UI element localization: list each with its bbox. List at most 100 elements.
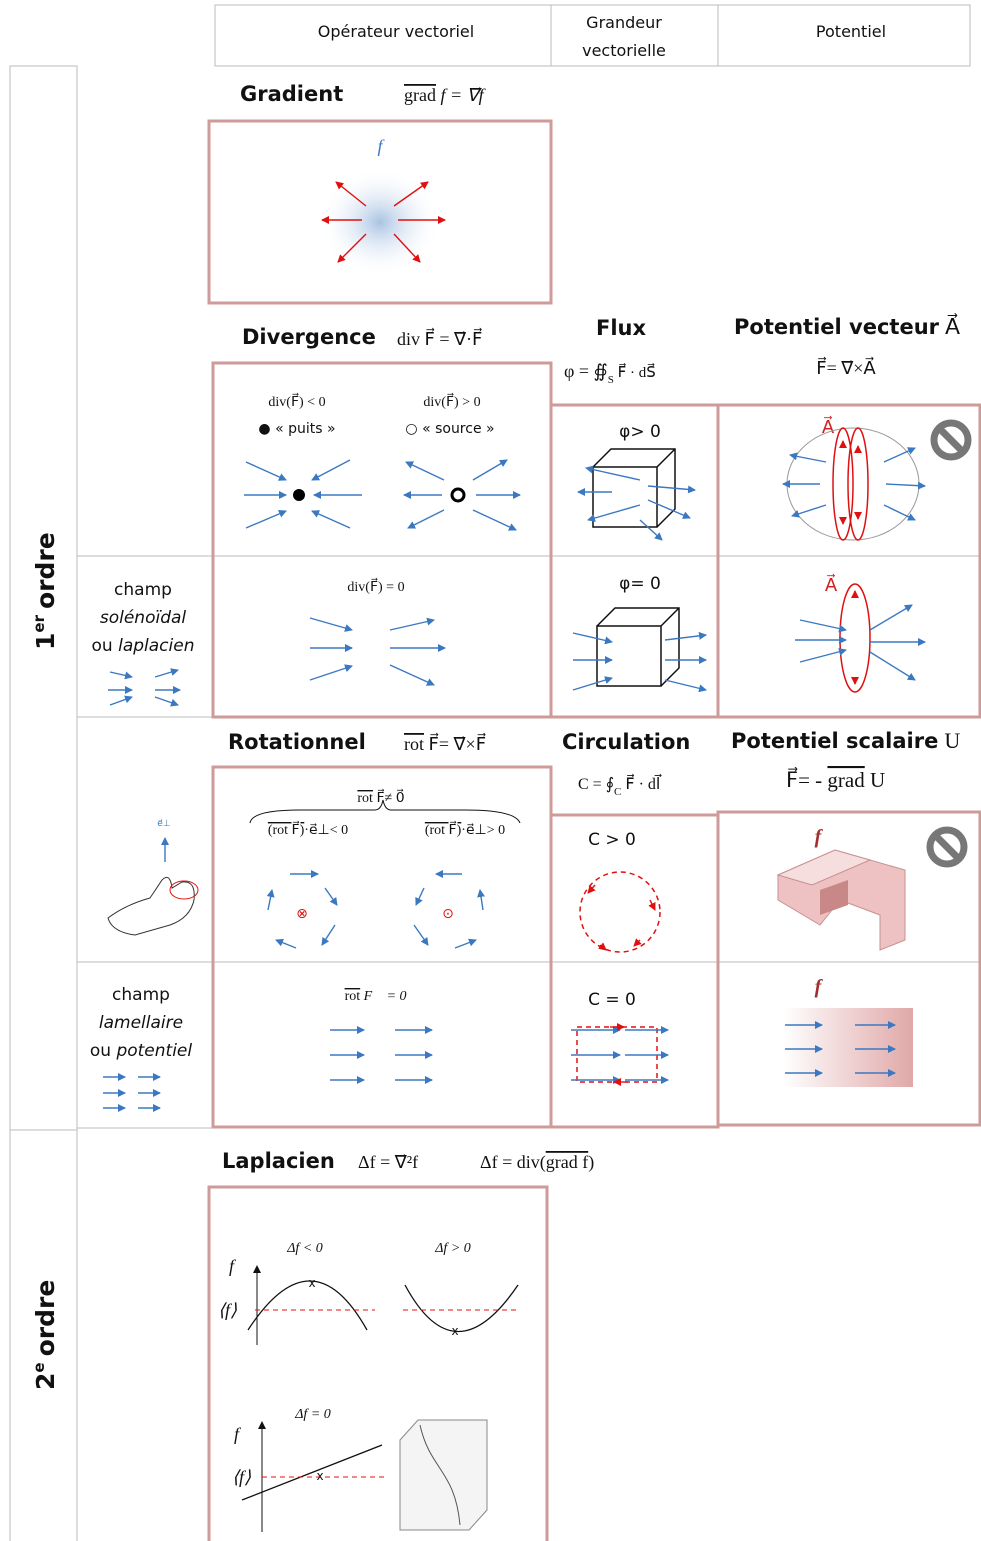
sink-label: « puits » bbox=[275, 421, 335, 437]
laplacian-formula: Δf = ∇⃗²f bbox=[358, 1152, 418, 1172]
field-arrow bbox=[792, 505, 826, 516]
vector-potential-formula: F⃗= ∇⃗×A⃗ bbox=[816, 357, 876, 378]
order-label: 1er ordre bbox=[30, 532, 60, 650]
cube-surface bbox=[400, 1420, 487, 1530]
field-arrow bbox=[310, 666, 352, 680]
field-arrow bbox=[414, 925, 428, 945]
field-arrow bbox=[390, 620, 434, 630]
order-number: 2 bbox=[31, 1373, 60, 1390]
field-arrow bbox=[800, 620, 846, 630]
potential-gradient bbox=[783, 1008, 913, 1087]
field-arrow bbox=[650, 900, 655, 910]
div-zero: div(F⃗) = 0 bbox=[347, 577, 404, 595]
order-word: ordre bbox=[31, 532, 60, 609]
formula-sub: C bbox=[614, 786, 621, 798]
lamellar-line: lamellaire bbox=[99, 1013, 183, 1033]
div-source: ○ « source » bbox=[405, 421, 494, 437]
inflection: x bbox=[316, 1469, 323, 1483]
formula-operator: rot bbox=[404, 734, 424, 754]
formula-rest: ·e⃗⊥> 0 bbox=[461, 823, 505, 838]
rot-nonzero: rot F⃗≠ 0⃗ bbox=[357, 788, 404, 806]
div-sink: ● « puits » bbox=[258, 421, 335, 437]
axis-label: f bbox=[234, 1424, 242, 1444]
field-arrow bbox=[268, 890, 272, 910]
divergence-title: Divergence bbox=[242, 325, 376, 349]
header-quantity: Grandeur bbox=[586, 13, 662, 32]
formula-lhs: C = ∮ bbox=[578, 776, 614, 793]
formula-operator: rot bbox=[357, 791, 373, 806]
title-symbol: U bbox=[944, 728, 960, 753]
rotational-formula: rot F⃗= ∇⃗×F⃗ bbox=[404, 733, 486, 754]
divergence-formula: div F⃗ = ∇⃗·F⃗ bbox=[397, 328, 482, 349]
flux-box bbox=[551, 405, 718, 717]
circulation-formula: C = ∮C F⃗ · dl⃗ bbox=[578, 773, 662, 798]
source-point bbox=[452, 489, 464, 501]
formula-rest: ·e⃗⊥< 0 bbox=[304, 823, 348, 838]
formula-rhs: ) bbox=[588, 1152, 594, 1173]
field-arrow bbox=[406, 462, 444, 480]
flux-positive: φ> 0 bbox=[619, 422, 661, 442]
formula-rest: f = ∇⃗f bbox=[436, 85, 487, 105]
circulation-title: Circulation bbox=[562, 730, 690, 754]
flux-title: Flux bbox=[596, 316, 646, 340]
field-arrow bbox=[480, 890, 483, 910]
title-text: Potentiel vecteur bbox=[734, 315, 940, 339]
field-arrow bbox=[640, 520, 662, 540]
formula-rest: F⃗= ∇⃗×F⃗ bbox=[424, 733, 486, 754]
field-arrow bbox=[473, 510, 516, 530]
lap-negative: Δf < 0 bbox=[286, 1241, 323, 1256]
field-arrow bbox=[455, 940, 476, 948]
circ-zero: C = 0 bbox=[588, 990, 636, 1010]
field-arrow bbox=[588, 505, 640, 520]
formula-rest: F⃗≠ 0⃗ bbox=[373, 788, 405, 806]
rot-negative: (rot F⃗)·e⃗⊥< 0 bbox=[268, 820, 348, 838]
field-arrow bbox=[155, 697, 178, 705]
field-arrow bbox=[573, 678, 612, 690]
lap-positive: Δf > 0 bbox=[434, 1241, 471, 1256]
potential-label: A⃗ bbox=[825, 574, 838, 595]
source-label: « source » bbox=[422, 421, 495, 437]
formula-operator: rot bbox=[345, 989, 361, 1004]
axis-label: e⃗⊥ bbox=[157, 819, 171, 829]
solenoidal-line: solénoïdal bbox=[100, 608, 187, 628]
formula-lhs: Δf = div( bbox=[480, 1152, 546, 1173]
formula-operator: grad bbox=[827, 768, 865, 792]
rotational-title: Rotationnel bbox=[228, 730, 366, 754]
order-word: ordre bbox=[31, 1280, 60, 1357]
diagram: Opérateur vectoriel Grandeur vectorielle… bbox=[0, 0, 981, 1541]
formula-operator: grad f bbox=[546, 1152, 588, 1172]
forbidden-bar bbox=[939, 428, 963, 452]
sink-point bbox=[293, 489, 305, 501]
formula-rhs: U bbox=[865, 768, 885, 792]
order-number: 1 bbox=[31, 633, 60, 650]
laplacian-box bbox=[209, 1187, 547, 1541]
potential-label: f bbox=[815, 976, 824, 998]
title-symbol: A⃗ bbox=[945, 313, 960, 339]
field-arrow bbox=[246, 511, 286, 528]
order-suffix: er bbox=[30, 614, 48, 632]
field-arrow bbox=[155, 670, 178, 677]
circulation-loop bbox=[580, 872, 660, 952]
field-arrow bbox=[800, 650, 846, 662]
field-arrow bbox=[665, 680, 706, 690]
laplacian-title: Laplacien bbox=[222, 1149, 335, 1173]
field-arrow bbox=[586, 468, 640, 480]
field-arrow bbox=[870, 652, 915, 680]
field-arrow bbox=[390, 665, 434, 685]
field-arrow bbox=[884, 448, 915, 462]
scalar-field bbox=[318, 167, 442, 277]
forbidden-bar bbox=[935, 835, 959, 859]
flux-zero: φ= 0 bbox=[619, 574, 661, 594]
mean-label: ⟨f⟩ bbox=[232, 1467, 251, 1487]
formula-rhs: F⃗ · dl⃗ bbox=[621, 773, 662, 793]
rot-out: ⊙ bbox=[442, 906, 454, 922]
header-potential: Potentiel bbox=[816, 22, 886, 41]
alt-word: laplacien bbox=[118, 636, 194, 656]
mean-label: ⟨f⟩ bbox=[218, 1300, 237, 1320]
solenoidal-line: champ bbox=[114, 580, 172, 600]
formula-operator: (rot F⃗) bbox=[425, 820, 462, 838]
rot-into: ⊗ bbox=[296, 906, 308, 922]
field-arrow bbox=[246, 462, 286, 480]
order-label: 2eordre bbox=[30, 1280, 60, 1390]
